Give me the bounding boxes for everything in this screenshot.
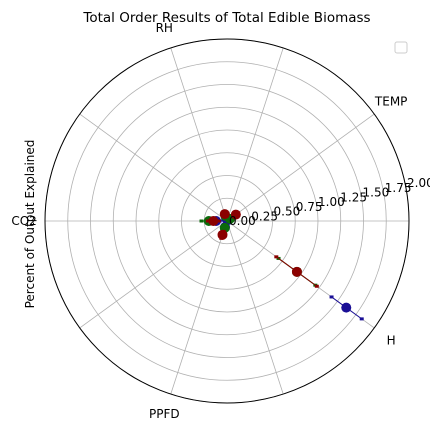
- angular-label: PPFD: [149, 407, 180, 421]
- error-cap: [205, 219, 210, 223]
- data-point: [291, 266, 302, 277]
- grid-spoke: [79, 220, 228, 329]
- radial-tick-label: 0.00: [229, 214, 256, 228]
- angular-label: CO2: [11, 214, 36, 228]
- data-point: [208, 216, 219, 226]
- data-point: [341, 302, 352, 313]
- data-point: [217, 229, 228, 240]
- angular-label: TEMP: [374, 95, 408, 109]
- grid-spoke: [226, 113, 375, 222]
- data-series-layer: [199, 209, 364, 321]
- error-cap: [359, 317, 364, 321]
- error-cap: [329, 295, 334, 299]
- chart-title: Total Order Results of Total Edible Biom…: [82, 10, 370, 26]
- data-point: [219, 209, 230, 220]
- error-cap: [216, 219, 221, 223]
- radial-tick-label: 1.75: [385, 181, 412, 195]
- grid-spoke: [226, 220, 284, 395]
- polar-labels: TEMPRHCO2PPFDH0.000.250.500.751.001.251.…: [11, 21, 430, 421]
- error-cap: [314, 284, 319, 288]
- radial-tick-label: 1.00: [318, 195, 345, 209]
- y-axis-label: Percent of Output Explained: [23, 140, 37, 309]
- radial-tick-label: 2.00: [407, 176, 430, 190]
- radial-tick-label: 0.50: [274, 205, 301, 219]
- radial-tick-label: 1.50: [363, 186, 390, 200]
- data-point: [230, 209, 241, 220]
- error-cap: [199, 219, 204, 223]
- radial-tick-label: 0.25: [251, 209, 278, 223]
- angular-label: H: [387, 333, 396, 347]
- grid-spoke: [170, 220, 228, 395]
- radial-tick-label: 1.25: [340, 190, 367, 204]
- error-cap: [274, 255, 279, 259]
- angular-label: RH: [156, 21, 173, 35]
- grid-spoke: [226, 47, 284, 222]
- radial-tick-label: 0.75: [296, 200, 323, 214]
- grid-spoke: [170, 47, 228, 222]
- grid-spoke: [79, 113, 228, 222]
- legend-box: [394, 41, 408, 54]
- polar-frame: [44, 38, 410, 404]
